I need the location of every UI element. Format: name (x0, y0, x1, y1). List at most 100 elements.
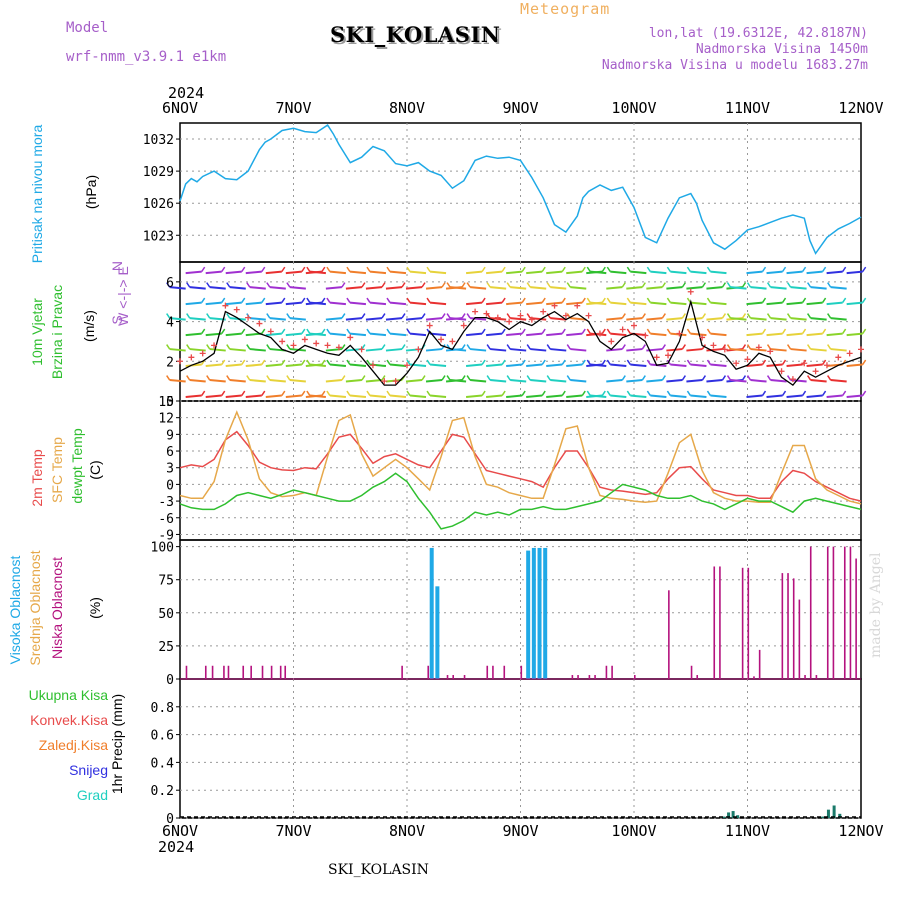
wind-barb (810, 317, 827, 321)
cloud-low-bar (815, 675, 818, 679)
wind-barb-flag (166, 313, 171, 319)
wind-barb (610, 301, 627, 306)
wind-barb-flag (206, 313, 211, 319)
wind-barb (746, 301, 763, 306)
wind-barb-flag (286, 282, 291, 288)
model-value: wrf-nmm_v3.9.1 e1km (66, 49, 227, 65)
wind-barb (209, 379, 226, 383)
wind-barb (309, 301, 326, 306)
wind-barb (429, 394, 447, 399)
wind-barb-flag (381, 282, 386, 288)
wind-barb (690, 363, 707, 368)
wind-barb-flag (626, 359, 631, 365)
wind-barb-flag (726, 375, 732, 381)
wind-barb-flag (266, 375, 271, 381)
wind-barb-flag (386, 297, 391, 304)
wind-barb (530, 317, 547, 321)
gust-marker (767, 348, 774, 355)
y-tick-label: 15 (158, 395, 174, 410)
cloud-low-bar (826, 546, 829, 679)
cloud-low-bar (577, 675, 579, 679)
wind-barb-flag (586, 390, 591, 396)
wind-barb (706, 379, 723, 383)
date-label-bottom: 12NOV (838, 822, 883, 840)
wind-barb-flag (241, 297, 246, 304)
wind-barb-flag (701, 282, 707, 288)
wind-barb (650, 394, 667, 399)
wind-barb-flag (501, 390, 506, 396)
y-tick-label: 25 (158, 640, 174, 655)
wind-barb-flag (766, 313, 772, 319)
wind-barb (750, 286, 767, 290)
wind-barb-flag (581, 390, 586, 396)
gust-marker (290, 342, 297, 349)
wind-barb (826, 301, 843, 306)
wind-barb (490, 379, 507, 383)
wind-barb-flag (601, 297, 606, 304)
gust-marker (517, 312, 524, 319)
wind-barb-flag (266, 313, 271, 319)
wind-barb-flag (421, 282, 426, 288)
wind-barb (269, 379, 286, 383)
date-label-top: 8NOV (389, 99, 425, 117)
wind-barb-flag (561, 328, 566, 334)
wind-barb (710, 394, 727, 399)
wind-barb-flag (781, 390, 787, 396)
wind-barb-flag (701, 313, 707, 319)
wind-barb-flag (746, 282, 752, 288)
model-elevation-info: Nadmorska Visina u modelu 1683.27m (601, 58, 868, 73)
date-label-bottom: 7NOV (275, 822, 311, 840)
wind-barb (486, 363, 503, 368)
gust-marker (665, 352, 672, 359)
precip-bar (736, 815, 740, 818)
wind-barb (830, 379, 847, 383)
wind-barb (610, 363, 627, 368)
wind-barb-flag (466, 282, 471, 288)
gust-marker (676, 330, 683, 337)
wind-barb-flag (786, 344, 792, 350)
wind-barb-flag (321, 266, 326, 273)
wind-barb (285, 270, 302, 275)
wind-barb-flag (281, 359, 286, 365)
wind-barb-flag (581, 328, 586, 334)
wind-barb (606, 348, 623, 352)
wind-barb (686, 286, 703, 290)
wind-barb-flag (761, 359, 767, 365)
wind-barb-flag (486, 313, 491, 319)
wind-barb-flag (281, 390, 286, 396)
gust-marker (199, 350, 206, 357)
wind-barb (225, 301, 242, 306)
date-label-top: 11NOV (725, 99, 770, 117)
gust-marker (551, 302, 558, 309)
wind-barb-flag (586, 328, 591, 334)
wind-barb-flag (566, 344, 571, 350)
wind-barb-flag (586, 266, 591, 273)
wind-barb (530, 348, 547, 352)
wind-barb-flag (246, 282, 251, 288)
wind-barb-flag (821, 266, 827, 273)
wind-axis-title-1: 10m Vjetar (29, 298, 45, 366)
y-tick-label: 2 (166, 355, 174, 370)
wind-barb-flag (246, 375, 251, 381)
y-tick-label: -9 (158, 528, 174, 543)
wind-barb-flag (741, 313, 747, 319)
wind-barb-flag (406, 390, 411, 396)
wind-barb-flag (841, 266, 847, 273)
footer-station: SKI_KOLASIN (328, 862, 429, 878)
gust-marker (846, 350, 853, 357)
wind-barb (325, 317, 342, 321)
wind-barb (245, 363, 262, 368)
wind-barb (546, 332, 563, 337)
wind-barb (506, 363, 523, 368)
wind-barb-flag (366, 390, 371, 396)
wind-barb (526, 332, 543, 337)
wind-barb-flag (706, 359, 712, 365)
wind-barb-flag (801, 297, 807, 304)
wind-barb (550, 379, 567, 383)
wind-barb (610, 394, 627, 399)
wind-barb (289, 286, 306, 290)
cloud-axis-title-1: Visoka Oblacnost (7, 556, 23, 665)
gust-marker (381, 378, 388, 385)
wind-barb-flag (801, 266, 807, 273)
